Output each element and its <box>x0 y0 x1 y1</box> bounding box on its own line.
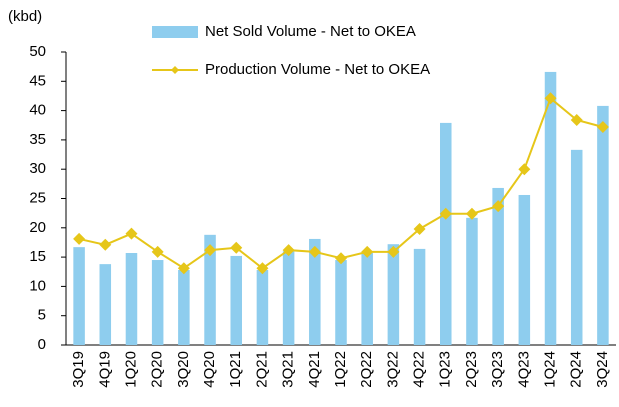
x-tick-label: 2Q22 <box>358 351 375 388</box>
x-tick-label: 4Q22 <box>411 351 428 388</box>
x-tick-label: 3Q24 <box>594 351 611 388</box>
marker <box>256 262 269 275</box>
y-tick-label: 15 <box>29 248 46 265</box>
y-tick-label: 5 <box>38 307 46 324</box>
bar <box>204 234 216 345</box>
x-tick-label: 2Q24 <box>568 351 585 388</box>
x-tick-label: 2Q21 <box>253 351 270 388</box>
x-tick-label: 3Q23 <box>489 351 506 388</box>
marker <box>335 252 347 265</box>
x-tick-label: 3Q21 <box>280 351 297 388</box>
bar <box>544 71 557 345</box>
x-tick-label: 2Q23 <box>463 351 480 388</box>
x-tick-label: 3Q22 <box>384 351 401 388</box>
marker <box>361 245 374 258</box>
bar <box>230 255 242 345</box>
x-tick-label: 1Q24 <box>541 351 558 388</box>
bar <box>256 269 269 345</box>
x-tick-label: 4Q20 <box>201 351 218 388</box>
x-tick-label: 3Q20 <box>175 351 192 388</box>
marker <box>99 238 112 251</box>
marker <box>204 244 217 257</box>
y-tick-label: 30 <box>29 160 46 177</box>
bar <box>73 247 85 345</box>
bar <box>282 251 295 345</box>
y-tick-label: 10 <box>29 277 46 294</box>
bar <box>335 260 347 345</box>
x-tick-label: 2Q20 <box>149 351 166 388</box>
bar <box>492 187 504 345</box>
legend-label: Net Sold Volume - Net to OKEA <box>205 23 416 40</box>
x-tick-label: 1Q22 <box>332 351 349 388</box>
legend-marker <box>171 66 179 74</box>
x-tick-label: 4Q21 <box>306 351 323 388</box>
x-tick-label: 3Q19 <box>70 351 87 388</box>
bar <box>151 260 164 345</box>
bar <box>125 252 138 345</box>
bar <box>413 248 426 345</box>
marker <box>73 232 86 245</box>
y-tick-label: 35 <box>29 131 46 148</box>
bar <box>466 217 478 345</box>
y-tick-label: 50 <box>29 43 46 60</box>
bar <box>99 264 112 345</box>
marker <box>413 222 426 235</box>
x-tick-label: 4Q23 <box>515 351 532 388</box>
marker <box>596 121 609 134</box>
marker <box>151 245 164 258</box>
marker <box>439 207 452 220</box>
bar <box>361 252 373 345</box>
marker <box>308 245 321 258</box>
bar <box>597 105 609 345</box>
y-axis-label: (kbd) <box>8 8 42 25</box>
marker <box>230 241 243 254</box>
marker <box>177 262 190 275</box>
x-tick-label: 1Q21 <box>227 351 244 388</box>
y-tick-label: 0 <box>38 336 46 353</box>
x-tick-label: 4Q19 <box>96 351 113 388</box>
x-tick-label: 1Q23 <box>437 351 454 388</box>
marker <box>387 245 400 258</box>
y-tick-label: 45 <box>29 72 46 89</box>
bar <box>518 194 531 345</box>
bar <box>570 149 583 345</box>
y-tick-label: 20 <box>29 219 46 236</box>
marker <box>518 163 531 176</box>
bar <box>178 269 190 345</box>
marker <box>465 207 478 220</box>
marker <box>282 244 295 257</box>
bar <box>440 122 452 345</box>
bar <box>309 238 321 345</box>
marker <box>544 92 557 105</box>
legend-swatch <box>152 26 198 38</box>
y-tick-label: 25 <box>29 189 46 206</box>
y-tick-label: 40 <box>29 102 46 119</box>
marker <box>570 113 583 126</box>
x-tick-label: 1Q20 <box>122 351 139 388</box>
marker <box>492 200 505 213</box>
bar <box>387 244 400 345</box>
marker <box>125 227 138 240</box>
legend-label: Production Volume - Net to OKEA <box>205 61 430 78</box>
